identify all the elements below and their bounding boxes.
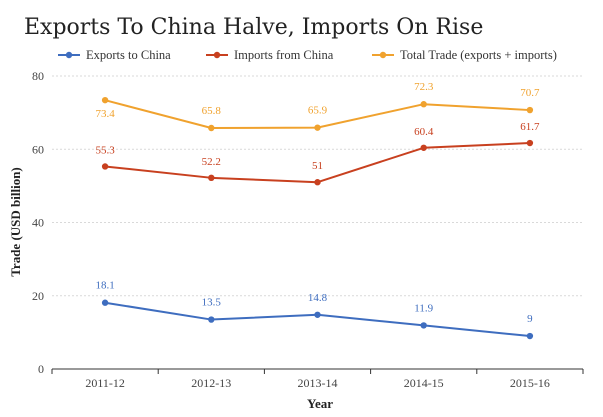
data-point [101, 299, 109, 306]
data-label: 73.4 [95, 108, 115, 120]
data-point [101, 163, 109, 170]
data-label: 9 [527, 313, 533, 325]
data-label: 72.3 [414, 81, 434, 93]
x-tick-label: 2011-12 [85, 376, 125, 390]
x-tick-label: 2012-13 [191, 376, 231, 390]
x-tick-label: 2013-14 [298, 376, 338, 390]
data-label: 55.3 [95, 144, 115, 156]
y-tick-label: 40 [32, 216, 44, 230]
x-tick-label: 2015-16 [510, 376, 550, 390]
data-label: 70.7 [520, 87, 540, 99]
series-points [101, 96, 534, 340]
legend-entry: Exports to China [86, 48, 171, 62]
data-point [208, 316, 215, 323]
data-label: 65.9 [308, 105, 328, 117]
y-axis-label: Trade (USD billion) [8, 167, 23, 277]
legend-swatch-dot [65, 51, 73, 59]
x-axis-label: Year [307, 396, 333, 411]
data-label: 11.9 [414, 302, 433, 314]
data-point [314, 124, 321, 131]
legend-swatch-dot [213, 51, 221, 59]
data-point [526, 106, 534, 114]
legend-entry: Imports from China [234, 48, 334, 62]
data-label: 65.8 [202, 105, 222, 117]
data-point [420, 101, 427, 108]
series-line-0 [104, 301, 530, 338]
y-axis-ticks: 0 20 40 60 80 [32, 69, 44, 376]
data-point [208, 124, 215, 132]
data-point [526, 332, 534, 340]
data-point [420, 322, 427, 329]
y-tick-label: 60 [32, 142, 44, 156]
data-label: 14.8 [308, 292, 328, 304]
data-label: 60.4 [414, 126, 434, 138]
data-point [314, 179, 321, 186]
data-label: 52.2 [202, 156, 221, 168]
x-tick-label: 2014-15 [404, 376, 444, 390]
data-label: 61.7 [520, 121, 540, 133]
gridlines [52, 75, 583, 297]
data-point [526, 139, 534, 147]
chart-title: Exports To China Halve, Imports On Rise [24, 15, 483, 40]
data-point [420, 144, 427, 151]
y-tick-label: 0 [38, 362, 44, 376]
legend: Exports to China Imports from China Total … [58, 48, 557, 62]
legend-entry: Total Trade (exports + imports) [400, 48, 557, 62]
data-point [314, 311, 321, 318]
data-label: 18.1 [95, 280, 114, 292]
data-label: 51 [312, 160, 323, 172]
data-labels: 18.1 13.5 14.8 11.9 9 55.3 52.2 51 60.4 61.7 73.4 6… [95, 81, 540, 325]
data-point [208, 174, 215, 182]
y-tick-label: 80 [32, 69, 44, 83]
x-axis-ticks: 2011-12 2012-13 2013-14 2014-15 2015-16 [51, 369, 584, 390]
data-point [101, 96, 109, 104]
y-tick-label: 20 [32, 289, 44, 303]
legend-swatch-dot [379, 51, 387, 59]
data-label: 13.5 [202, 297, 222, 309]
